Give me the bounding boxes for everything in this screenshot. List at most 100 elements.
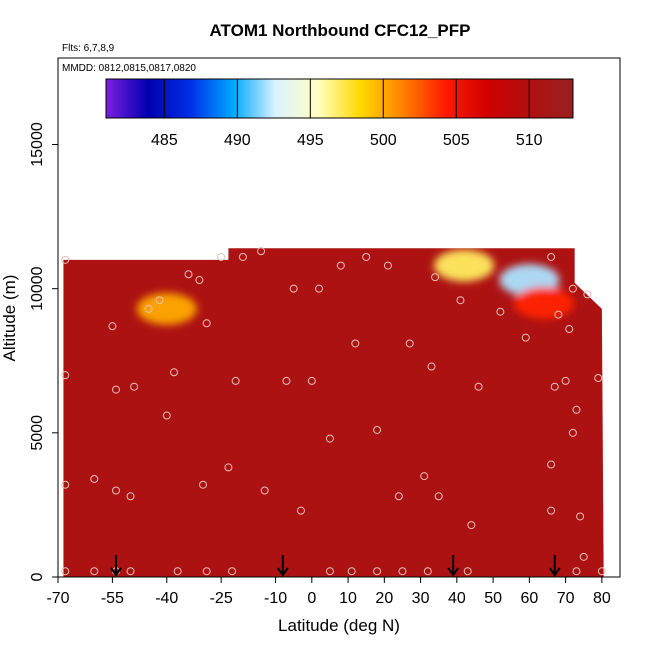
sample-marker: [61, 567, 70, 576]
sample-marker: [420, 472, 429, 481]
sample-marker: [315, 284, 324, 293]
x-tick-label: 80: [593, 590, 611, 607]
sample-marker: [90, 567, 99, 576]
x-tick-label: 20: [375, 590, 393, 607]
sample-marker: [550, 382, 559, 391]
sample-marker: [579, 552, 588, 561]
x-tick-label: 50: [484, 590, 502, 607]
chart-title: ATOM1 Northbound CFC12_PFP: [210, 21, 471, 40]
sample-marker: [362, 252, 371, 261]
sample-marker: [576, 512, 585, 521]
sample-marker: [217, 252, 226, 261]
sample-marker: [61, 255, 70, 264]
sample-marker: [162, 411, 171, 420]
sample-marker: [61, 480, 70, 489]
sample-marker: [547, 252, 556, 261]
x-tick-label: 0: [307, 590, 316, 607]
sample-marker: [583, 290, 592, 299]
sample-marker: [112, 486, 121, 495]
sample-marker: [521, 333, 530, 342]
sample-marker: [568, 284, 577, 293]
sample-marker: [594, 374, 603, 383]
x-tick-label: -25: [210, 590, 233, 607]
sample-marker: [144, 304, 153, 313]
sample-marker: [398, 567, 407, 576]
sample-marker: [373, 567, 382, 576]
sample-marker: [90, 474, 99, 483]
field-anomaly: [434, 249, 495, 282]
sample-marker: [228, 567, 237, 576]
sample-marker: [199, 480, 208, 489]
sample-marker: [434, 492, 443, 501]
sample-marker: [289, 284, 298, 293]
sample-marker: [155, 296, 164, 305]
y-tick-label: 10000: [29, 266, 46, 311]
sample-marker: [597, 567, 606, 576]
sample-marker: [336, 261, 345, 270]
x-tick-label: 30: [412, 590, 430, 607]
x-tick-label: 70: [557, 590, 575, 607]
sample-marker: [572, 405, 581, 414]
sample-marker: [224, 463, 233, 472]
sample-marker: [554, 310, 563, 319]
sample-marker: [456, 296, 465, 305]
colorbar-tick-label: 510: [516, 132, 543, 149]
sample-marker: [61, 371, 70, 380]
sample-marker: [547, 506, 556, 515]
data-field: [63, 248, 604, 577]
sample-marker: [325, 567, 334, 576]
colorbar-tick-label: 500: [370, 132, 397, 149]
profile-arrow: [548, 555, 561, 577]
dates-note: MMDD: 0812,0815,0817,0820: [62, 63, 196, 74]
x-tick-label: 40: [448, 590, 466, 607]
plot-frame: [57, 57, 621, 578]
x-tick-label: 10: [339, 590, 357, 607]
sample-marker: [351, 339, 360, 348]
sample-marker: [547, 460, 556, 469]
x-axis: -70 -55 -40 -25 -10 0 10 20 30 40 50 60 70 80: [46, 577, 611, 607]
sample-marker: [496, 307, 505, 316]
sample-marker: [231, 376, 240, 385]
sample-marker: [195, 276, 204, 285]
sample-marker: [394, 492, 403, 501]
colorbar-tick-label: 490: [224, 132, 251, 149]
x-axis-label: Latitude (deg N): [278, 616, 400, 635]
x-tick-label: -10: [264, 590, 287, 607]
profile-arrow: [110, 555, 122, 577]
sample-marker: [405, 339, 414, 348]
sample-marker: [325, 434, 334, 443]
sample-marker: [431, 273, 440, 282]
sample-marker: [238, 252, 247, 261]
sample-marker: [202, 567, 211, 576]
sample-marker: [202, 319, 211, 328]
sample-marker: [565, 325, 574, 334]
sample-marker: [130, 382, 139, 391]
colorbar-gradient: [105, 78, 574, 119]
colorbar-tick-label: 485: [151, 132, 178, 149]
sample-marker: [257, 247, 266, 256]
colorbar: 485 490 495 500 505 510: [105, 78, 574, 149]
sample-marker: [108, 322, 117, 331]
y-axis: 0 5000 10000 15000: [29, 122, 58, 581]
sample-marker: [126, 492, 135, 501]
profile-arrows: [110, 555, 561, 577]
sample-marker: [282, 376, 291, 385]
sample-marker: [173, 567, 182, 576]
sample-marker: [260, 486, 269, 495]
sample-marker: [347, 567, 356, 576]
field-anomaly: [136, 292, 197, 325]
sample-marker: [307, 376, 316, 385]
y-tick-label: 15000: [29, 122, 46, 167]
y-axis-label: Altitude (m): [0, 275, 19, 362]
x-tick-label: -55: [101, 590, 124, 607]
sample-marker: [170, 368, 179, 377]
sample-marker: [383, 261, 392, 270]
sample-marker: [423, 567, 432, 576]
x-tick-label: -40: [155, 590, 178, 607]
sample-marker: [561, 376, 570, 385]
sample-marker: [467, 521, 476, 530]
field-anomaly: [513, 287, 574, 320]
colorbar-tick-label: 495: [297, 132, 324, 149]
y-tick-label: 5000: [29, 415, 46, 451]
